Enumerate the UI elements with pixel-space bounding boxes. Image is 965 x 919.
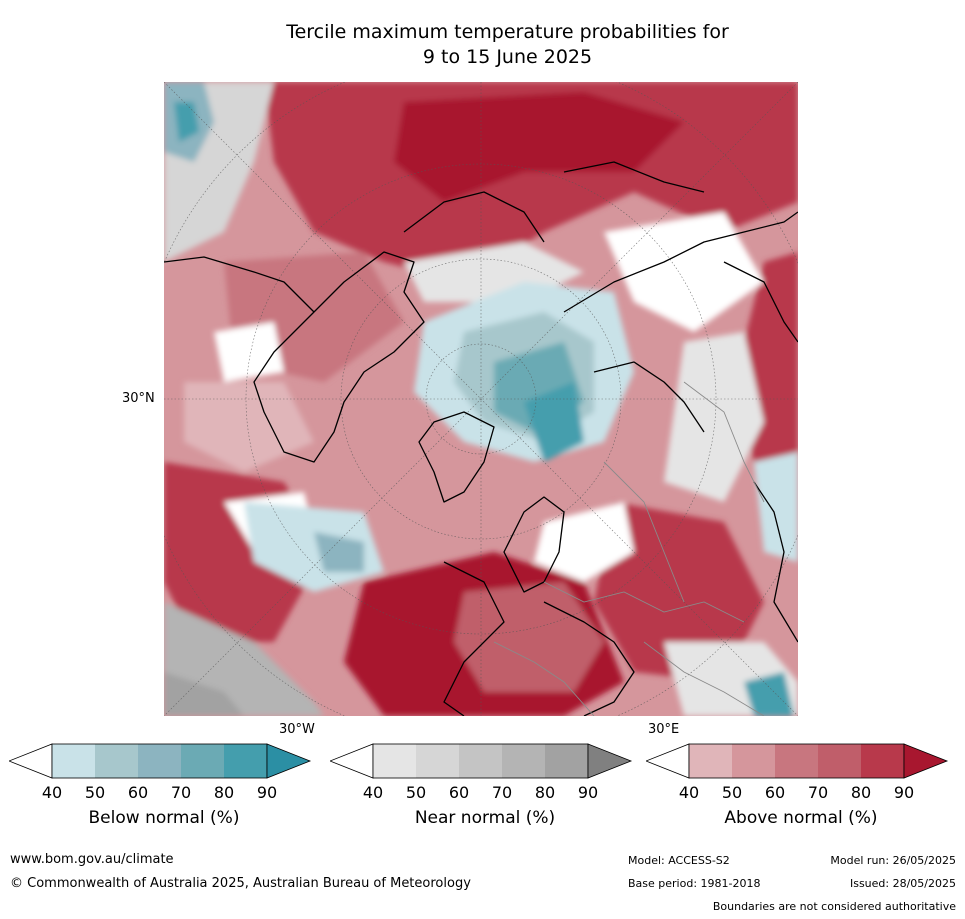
colorbar-tick-label: 60 <box>448 783 470 802</box>
colorbar-tick-label: 80 <box>534 783 556 802</box>
colorbar-tick-label: 60 <box>764 783 786 802</box>
near-normal-east-region <box>664 332 764 502</box>
colorbar-tick-label: 50 <box>84 783 106 802</box>
colorbar-tick-label: 90 <box>577 783 599 802</box>
colorbar-low-end <box>330 743 374 779</box>
colorbar-tick-label: 70 <box>807 783 829 802</box>
colorbar-swatch <box>52 744 95 778</box>
colorbar-swatch <box>95 744 138 778</box>
colorbar-swatch <box>138 744 181 778</box>
colorbar-swatch <box>732 744 775 778</box>
colorbar-tick-label: 90 <box>893 783 915 802</box>
above-normal-central-asia-region <box>594 502 764 682</box>
issued-text: Issued: 28/05/2025 <box>849 877 956 890</box>
colorbar-above-ticks: 40 50 60 70 80 90 <box>646 783 956 805</box>
colorbar-tick-label: 40 <box>362 783 384 802</box>
colorbar-tick-label: 80 <box>850 783 872 802</box>
colorbar-swatch <box>502 744 545 778</box>
copyright-text: © Commonwealth of Australia 2025, Austra… <box>10 876 471 891</box>
colorbar-tick-label: 40 <box>678 783 700 802</box>
colorbar-swatch <box>181 744 224 778</box>
colorbar-tick-label: 50 <box>405 783 427 802</box>
colorbar-below-swatches <box>9 743 312 779</box>
colorbar-swatch <box>775 744 818 778</box>
colorbar-swatch <box>224 744 267 778</box>
colorbar-swatch <box>861 744 904 778</box>
colorbar-below-label: Below normal (%) <box>88 808 240 828</box>
colorbar-high-end <box>587 743 633 779</box>
colorbar-tick-label: 40 <box>41 783 63 802</box>
colorbar-swatch <box>818 744 861 778</box>
colorbar-below-normal: 40 50 60 70 80 90 Below normal (%) <box>9 743 319 873</box>
longitude-label-30e: 30°E <box>648 722 680 737</box>
graticule <box>164 82 798 716</box>
colorbar-tick-label: 80 <box>213 783 235 802</box>
colorbar-swatch <box>689 744 732 778</box>
colorbar-swatch <box>373 744 416 778</box>
longitude-label-30w: 30°W <box>279 722 315 737</box>
colorbar-near-ticks: 40 50 60 70 80 90 <box>330 783 640 805</box>
colorbar-high-end <box>903 743 949 779</box>
colorbar-tick-label: 50 <box>721 783 743 802</box>
colorbar-above-label: Above normal (%) <box>724 808 878 828</box>
colorbar-above-swatches <box>646 743 949 779</box>
colorbar-swatch <box>545 744 588 778</box>
title-line-2: 9 to 15 June 2025 <box>422 46 593 68</box>
model-text: Model: ACCESS-S2 <box>628 854 730 867</box>
above-normal-europe-region <box>454 582 604 692</box>
colorbar-above-normal: 40 50 60 70 80 90 Above normal (%) <box>646 743 956 873</box>
website-link[interactable]: www.bom.gov.au/climate <box>10 852 174 867</box>
colorbar-swatch <box>416 744 459 778</box>
colorbar-swatch <box>459 744 502 778</box>
model-run-text: Model run: 26/05/2025 <box>830 854 956 867</box>
probability-map <box>164 82 798 716</box>
colorbar-tick-label: 60 <box>127 783 149 802</box>
colorbar-near-normal: 40 50 60 70 80 90 Near normal (%) <box>330 743 640 873</box>
colorbar-near-swatches <box>330 743 633 779</box>
colorbar-high-end <box>266 743 312 779</box>
colorbar-low-end <box>646 743 690 779</box>
above-normal-top-core-region <box>394 92 684 202</box>
colorbar-near-label: Near normal (%) <box>414 808 556 828</box>
map-title: Tercile maximum temperature probabilitie… <box>160 20 855 70</box>
disclaimer-text: Boundaries are not considered authoritat… <box>712 900 956 913</box>
colorbar-tick-label: 90 <box>256 783 278 802</box>
colorbar-tick-label: 70 <box>170 783 192 802</box>
below-normal-east-patch <box>754 452 798 562</box>
colorbar-low-end <box>9 743 53 779</box>
title-line-1: Tercile maximum temperature probabilitie… <box>286 21 729 43</box>
latitude-label-30n: 30°N <box>122 391 155 406</box>
country-boundaries <box>493 381 765 716</box>
base-period-text: Base period: 1981-2018 <box>628 877 761 890</box>
colorbar-tick-label: 70 <box>491 783 513 802</box>
white-no-signal-areas <box>604 212 764 332</box>
colorbar-below-ticks: 40 50 60 70 80 90 <box>9 783 319 805</box>
coastlines <box>164 161 798 716</box>
